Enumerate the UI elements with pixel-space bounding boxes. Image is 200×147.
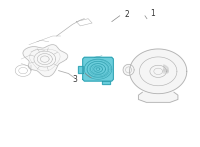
Polygon shape (83, 57, 113, 81)
Text: 2: 2 (125, 10, 129, 19)
Polygon shape (78, 66, 83, 73)
Polygon shape (130, 49, 187, 94)
Polygon shape (102, 81, 110, 84)
Polygon shape (23, 45, 68, 77)
Text: 3: 3 (72, 75, 77, 84)
Text: 1: 1 (150, 9, 155, 18)
Polygon shape (138, 92, 178, 102)
Polygon shape (123, 64, 134, 75)
